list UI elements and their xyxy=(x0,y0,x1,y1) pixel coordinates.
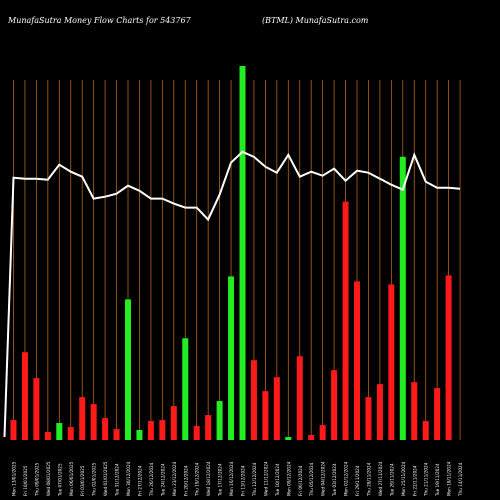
x-tick-label: Tue 10/12/2024 xyxy=(275,463,280,497)
money-flow-bar xyxy=(159,420,166,440)
x-tick-label: Tue 31/12/2024 xyxy=(115,463,120,497)
x-tick-label: Tue 07/01/2025 xyxy=(57,463,62,497)
money-flow-bar xyxy=(365,397,372,440)
money-flow-bar xyxy=(113,429,120,440)
x-tick-label: Tue 24/12/2024 xyxy=(160,463,165,497)
money-flow-bar xyxy=(434,388,441,440)
x-tick-label: Mon 18/11/2024 xyxy=(447,461,452,496)
x-tick-label: Thu 14/11/2024 xyxy=(458,462,463,497)
site-label: (BTML) MunafaSutra.com xyxy=(262,16,369,25)
trend-line xyxy=(3,150,461,438)
x-tick-label: Wed 01/01/2025 xyxy=(103,461,108,496)
money-flow-bar xyxy=(388,284,395,440)
money-flow-bar xyxy=(354,281,360,440)
money-flow-bar xyxy=(205,415,212,440)
money-flow-bar xyxy=(56,423,63,440)
x-tick-label: Tue 26/11/2024 xyxy=(389,463,394,497)
x-tick-label: Mon 25/11/2024 xyxy=(401,461,406,496)
x-tick-label: Thu 28/11/2024 xyxy=(366,462,371,497)
money-flow-bar xyxy=(308,435,315,440)
money-flow-bar xyxy=(262,391,269,440)
x-tick-label: Fri 20/12/2024 xyxy=(183,465,188,496)
money-flow-bar xyxy=(79,397,86,440)
money-flow-bar xyxy=(399,156,406,441)
money-flow-bar xyxy=(285,437,292,440)
x-tick-label: Fri 29/11/2024 xyxy=(355,465,360,496)
money-flow-bar xyxy=(216,401,223,440)
x-tick-label: Mon 09/12/2024 xyxy=(286,461,291,496)
money-flow-bar xyxy=(10,420,17,440)
x-tick-label: Mon 16/12/2024 xyxy=(229,461,234,496)
money-flow-bar xyxy=(273,377,280,440)
x-tick-label: Thu 02/01/2025 xyxy=(92,462,97,497)
x-tick-label: Wed 27/11/2024 xyxy=(378,461,383,496)
x-tick-label: Fri 06/12/2024 xyxy=(298,465,303,496)
money-flow-bar xyxy=(90,404,97,440)
x-tick-label: Fri 03/01/2025 xyxy=(80,465,85,496)
money-flow-bar xyxy=(319,425,326,440)
money-flow-bar xyxy=(136,430,143,440)
x-tick-label: Thu 12/12/2024 xyxy=(252,462,257,497)
money-flow-bar xyxy=(250,360,257,440)
money-flow-bar xyxy=(228,276,235,440)
x-tick-label: Mon 02/12/2024 xyxy=(344,461,349,496)
x-tick-label: Wed 18/12/2024 xyxy=(206,461,211,496)
money-flow-bar xyxy=(342,201,349,440)
x-tick-label: Mon 30/12/2024 xyxy=(126,461,131,496)
x-tick-label: Thu 09/01/2025 xyxy=(34,462,39,497)
money-flow-bar xyxy=(376,384,383,440)
x-tick-label: Thu 21/11/2024 xyxy=(424,462,429,497)
x-tick-label: Fri 27/12/2024 xyxy=(137,465,142,496)
x-tick-label: Tue 19/11/2024 xyxy=(435,463,440,497)
money-flow-bar xyxy=(411,382,418,440)
x-tick-label: Mon 13/01/2025 xyxy=(12,461,17,496)
money-flow-bar xyxy=(239,66,246,440)
x-tick-label: Thu 26/12/2024 xyxy=(149,462,154,497)
money-flow-bar xyxy=(422,421,429,440)
x-tick-label: Wed 08/01/2025 xyxy=(46,461,51,496)
money-flow-bar xyxy=(125,299,131,440)
money-flow-bar xyxy=(445,275,452,440)
money-flow-bar xyxy=(44,432,51,440)
money-flow-bar xyxy=(182,338,189,440)
money-flow-bar xyxy=(147,421,154,440)
money-flow-bar xyxy=(21,352,28,440)
money-flow-bar xyxy=(33,378,40,440)
x-tick-label: Fri 13/12/2024 xyxy=(241,465,246,496)
money-flow-bar xyxy=(331,370,338,440)
x-tick-label: Thu 05/12/2024 xyxy=(309,462,314,497)
money-flow-bar xyxy=(170,406,177,440)
money-flow-bar xyxy=(67,427,74,440)
x-tick-label: Fri 22/11/2024 xyxy=(412,465,417,496)
x-tick-label: Mon 06/01/2025 xyxy=(69,461,74,496)
chart-title: MunafaSutra Money Flow Charts for 543767 xyxy=(8,16,191,25)
x-tick-label: Wed 04/12/2024 xyxy=(321,461,326,496)
x-tick-label: Fri 10/01/2025 xyxy=(23,465,28,496)
x-tick-label: Tue 17/12/2024 xyxy=(218,463,223,497)
x-tick-label: Tue 03/12/2024 xyxy=(332,463,337,497)
x-tick-label: Wed 11/12/2024 xyxy=(263,461,268,496)
x-tick-label: Thu 19/12/2024 xyxy=(195,462,200,497)
money-flow-bar xyxy=(296,356,303,440)
money-flow-bar xyxy=(102,418,109,440)
money-flow-bar xyxy=(193,426,200,440)
x-tick-label: Mon 23/12/2024 xyxy=(172,461,177,496)
